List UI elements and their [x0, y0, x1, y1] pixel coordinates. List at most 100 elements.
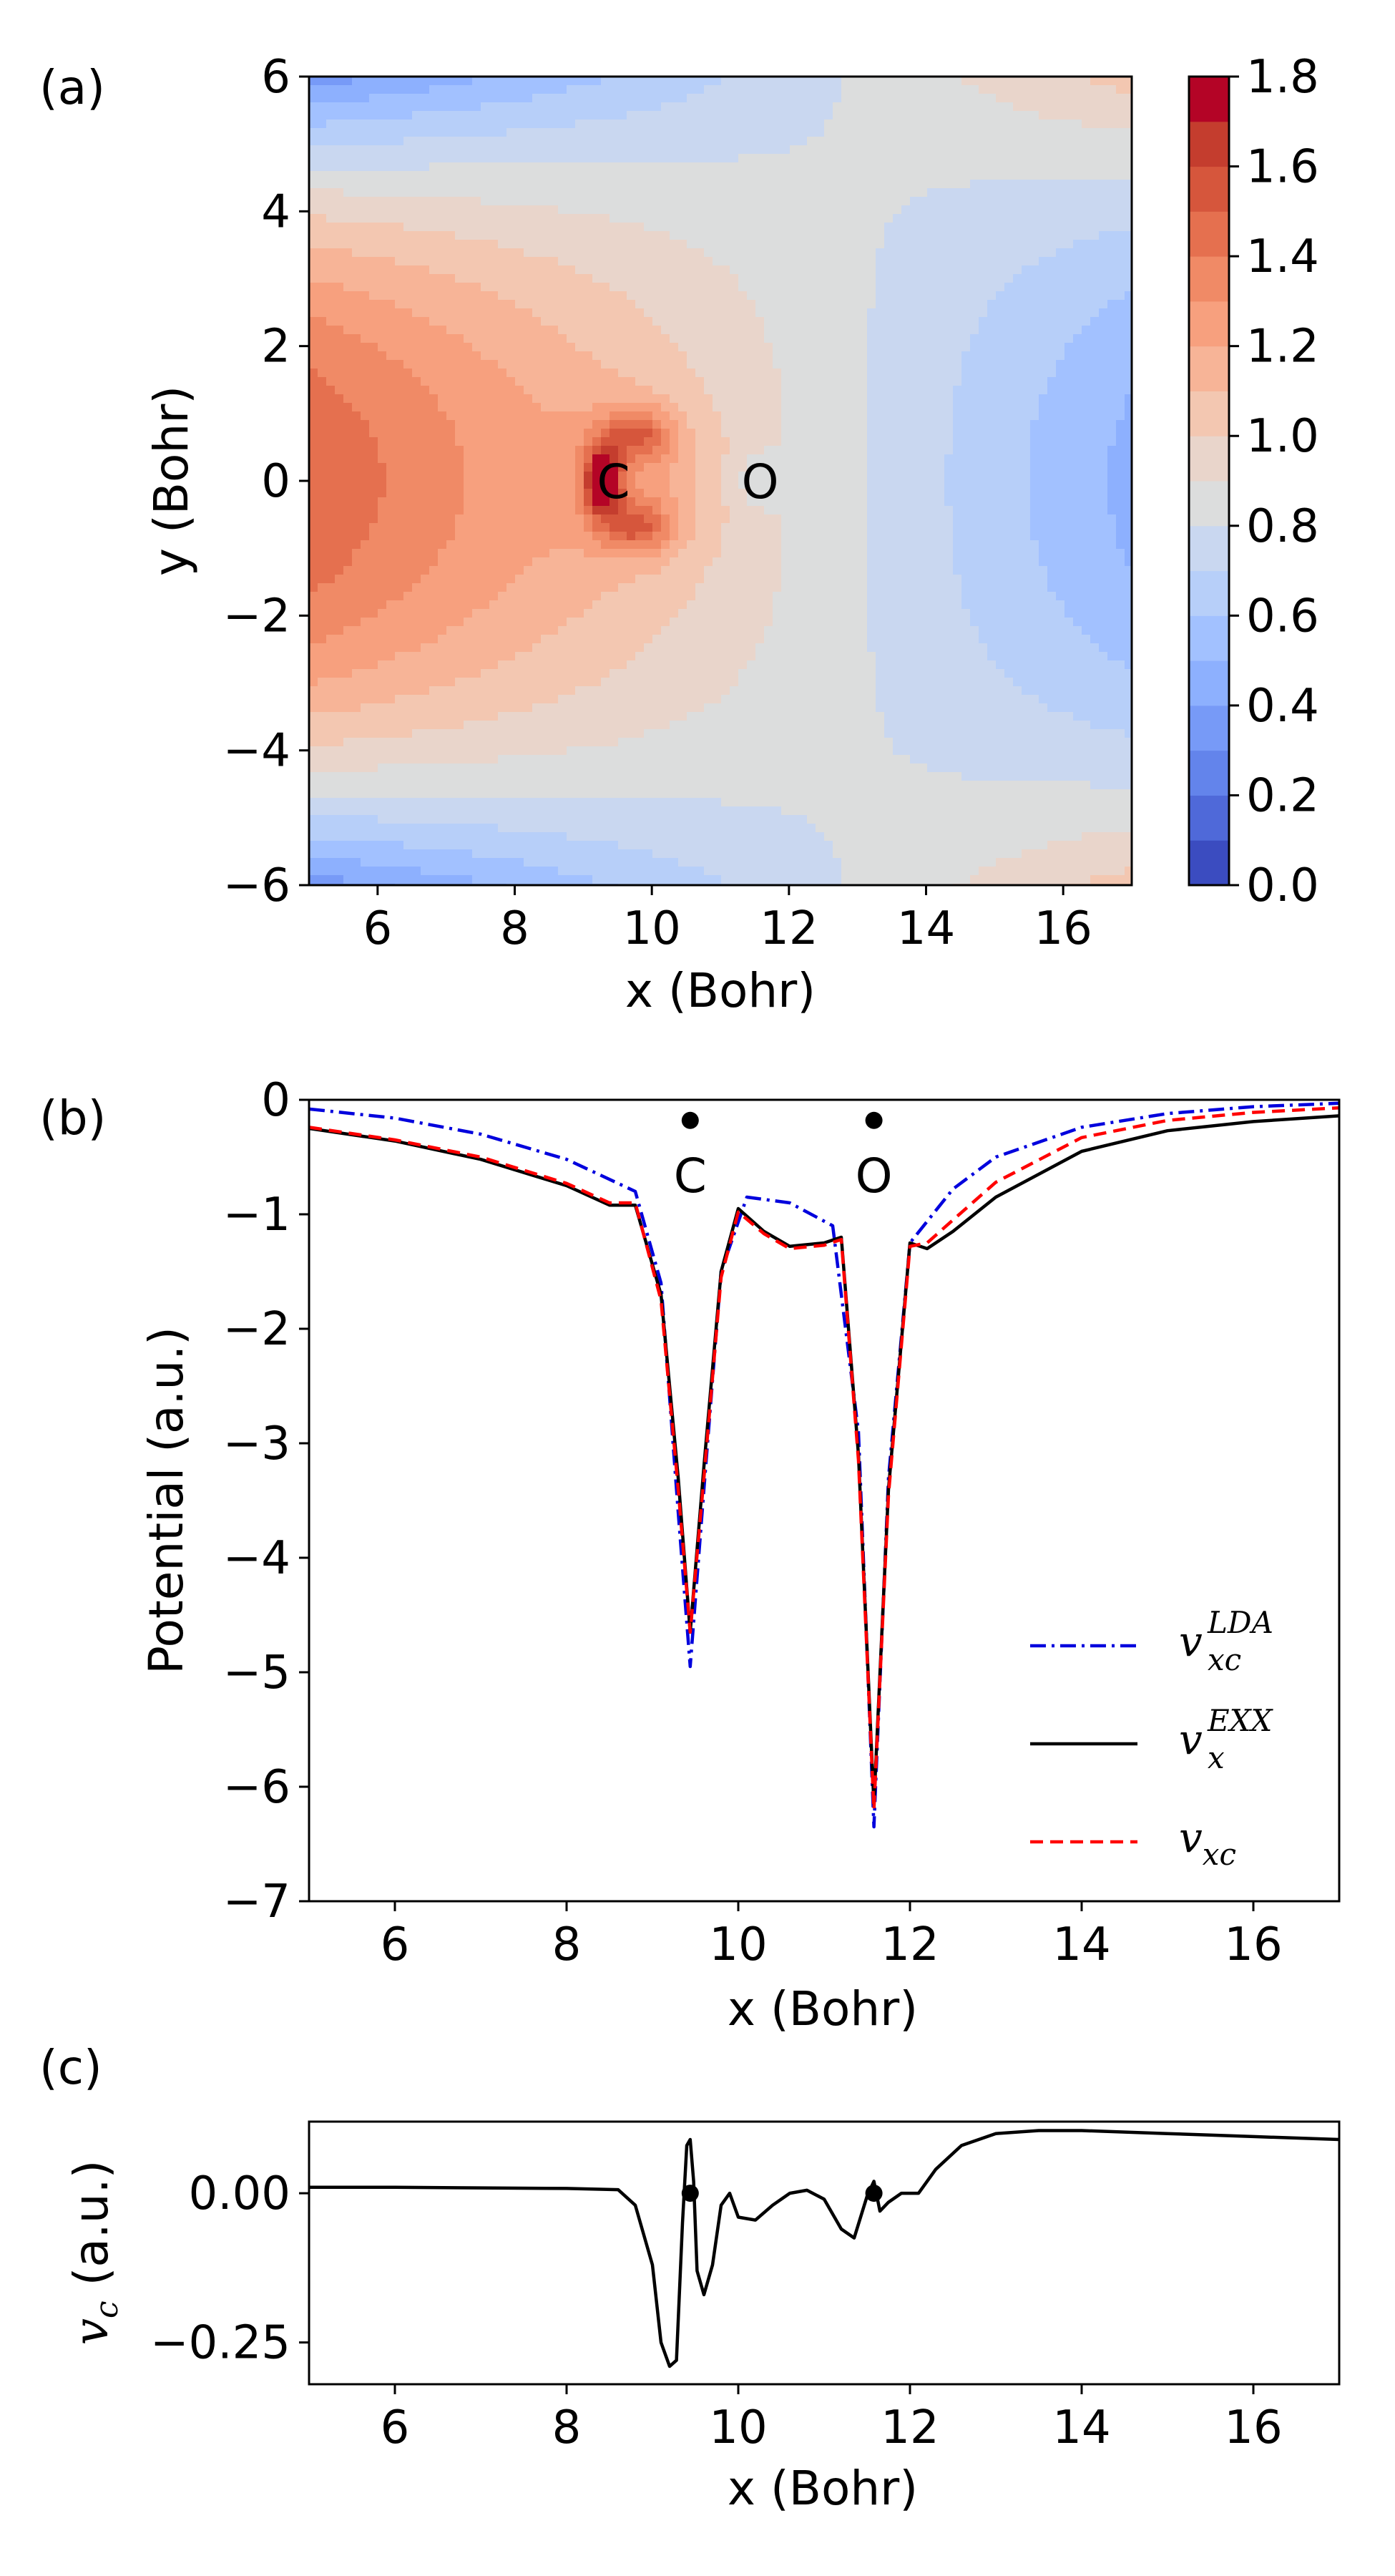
- contour-cell: [1056, 377, 1065, 386]
- contour-cell: [446, 343, 456, 352]
- contour-cell: [747, 85, 756, 94]
- contour-cell: [541, 162, 550, 172]
- contour-cell: [721, 411, 730, 421]
- contour-cell: [858, 223, 868, 232]
- contour-cell: [1082, 154, 1091, 163]
- contour-cell: [601, 472, 610, 481]
- contour-cell: [1116, 128, 1125, 137]
- contour-cell: [979, 231, 988, 240]
- contour-cell: [429, 411, 439, 421]
- contour-cell: [1056, 360, 1065, 369]
- contour-cell: [549, 351, 559, 361]
- contour-cell: [1073, 411, 1082, 421]
- contour-cell: [644, 480, 653, 489]
- contour-cell: [678, 463, 687, 472]
- contour-cell: [790, 326, 799, 335]
- contour-cell: [970, 454, 979, 464]
- contour-cell: [893, 145, 902, 155]
- contour-cell: [369, 386, 378, 395]
- contour-cell: [369, 497, 378, 507]
- contour-cell: [764, 497, 773, 507]
- contour-cell: [893, 85, 902, 94]
- contour-cell: [841, 197, 851, 206]
- contour-cell: [652, 94, 662, 103]
- contour-cell: [747, 240, 756, 249]
- contour-cell: [601, 257, 610, 266]
- contour-cell: [618, 223, 627, 232]
- contour-cell: [919, 326, 928, 335]
- contour-cell: [1099, 248, 1108, 258]
- contour-cell: [1099, 437, 1108, 447]
- contour-cell: [558, 257, 567, 266]
- contour-cell: [833, 514, 842, 524]
- contour-cell: [678, 334, 687, 343]
- contour-cell: [824, 231, 833, 240]
- contour-cell: [816, 317, 825, 326]
- contour-cell: [318, 497, 327, 507]
- contour-cell: [635, 145, 645, 155]
- contour-cell: [515, 420, 524, 429]
- contour-cell: [395, 128, 404, 137]
- contour-cell: [901, 180, 911, 189]
- contour-cell: [764, 223, 773, 232]
- contour-cell: [515, 94, 524, 103]
- contour-cell: [1073, 386, 1082, 395]
- contour-cell: [618, 214, 627, 223]
- contour-cell: [661, 437, 670, 447]
- contour-cell: [403, 394, 413, 404]
- contour-cell: [506, 377, 516, 386]
- contour-cell: [515, 128, 524, 137]
- contour-cell: [927, 351, 936, 361]
- contour-cell: [1056, 420, 1065, 429]
- contour-cell: [1064, 248, 1074, 258]
- contour-cell: [584, 317, 593, 326]
- contour-cell: [532, 497, 542, 507]
- contour-cell: [738, 300, 748, 309]
- contour-cell: [781, 300, 790, 309]
- contour-cell: [1039, 317, 1048, 326]
- contour-cell: [944, 205, 954, 215]
- contour-cell: [446, 137, 456, 146]
- contour-cell: [1013, 154, 1022, 163]
- contour-cell: [798, 497, 808, 507]
- contour-cell: [610, 437, 619, 447]
- contour-cell: [326, 420, 336, 429]
- contour-cell: [704, 94, 713, 103]
- contour-cell: [1064, 411, 1074, 421]
- contour-cell: [395, 180, 404, 189]
- contour-cell: [961, 472, 971, 481]
- contour-cell: [755, 360, 765, 369]
- contour-cell: [901, 386, 911, 395]
- contour-cell: [541, 240, 550, 249]
- contour-cell: [747, 317, 756, 326]
- contour-cell: [1090, 420, 1100, 429]
- contour-cell: [678, 506, 687, 515]
- contour-cell: [455, 489, 464, 498]
- contour-cell: [695, 180, 705, 189]
- contour-cell: [378, 128, 387, 137]
- contour-cell: [464, 489, 473, 498]
- contour-cell: [807, 162, 816, 172]
- contour-cell: [421, 506, 430, 515]
- contour-cell: [919, 102, 928, 112]
- contour-cell: [386, 145, 396, 155]
- contour-cell: [1004, 274, 1014, 283]
- contour-cell: [961, 171, 971, 180]
- contour-cell: [1090, 205, 1100, 215]
- contour-cell: [1116, 437, 1125, 447]
- contour-cell: [713, 360, 722, 369]
- contour-cell: [1030, 94, 1039, 103]
- contour-cell: [515, 454, 524, 464]
- contour-cell: [996, 291, 1005, 301]
- contour-cell: [386, 300, 396, 309]
- contour-cell: [738, 446, 748, 455]
- contour-cell: [601, 248, 610, 258]
- contour-cell: [901, 489, 911, 498]
- contour-cell: [979, 137, 988, 146]
- contour-cell: [704, 360, 713, 369]
- contour-cell: [326, 102, 336, 112]
- contour-cell: [961, 180, 971, 189]
- contour-cell: [876, 119, 885, 129]
- contour-cell: [498, 377, 507, 386]
- contour-cell: [549, 300, 559, 309]
